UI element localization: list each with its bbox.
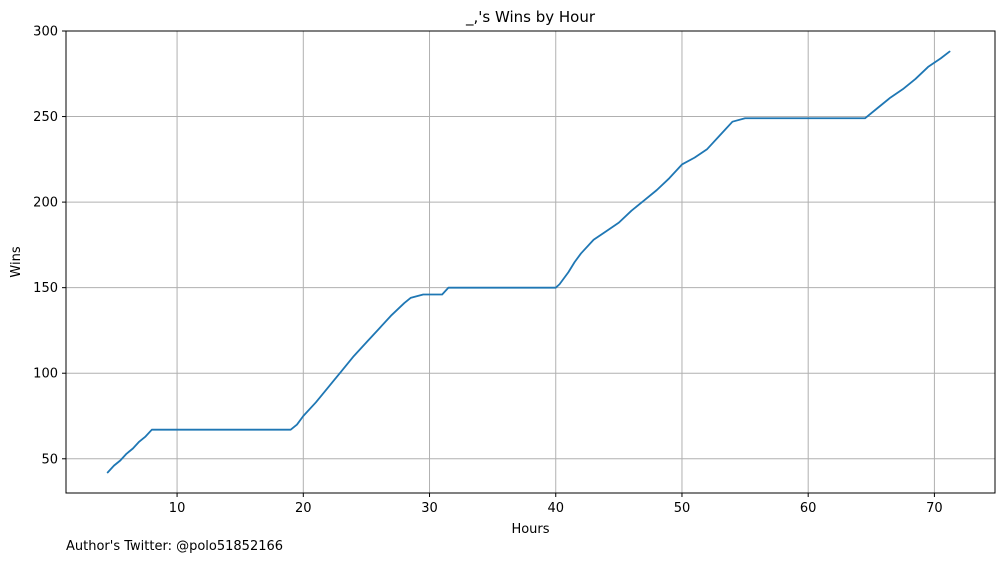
x-tick-label: 70 — [926, 501, 943, 516]
plot-frame — [65, 30, 996, 494]
y-tick-label: 150 — [33, 281, 58, 296]
y-tick-label: 200 — [33, 196, 58, 211]
x-tick-label: 40 — [547, 501, 564, 516]
y-tick-label: 100 — [33, 367, 58, 382]
x-tick-label: 30 — [421, 501, 438, 516]
x-tick-label: 20 — [295, 501, 312, 516]
series-layer — [106, 50, 951, 474]
y-tick-label: 300 — [33, 25, 58, 40]
y-tick-label: 250 — [33, 110, 58, 125]
x-tick-label: 10 — [169, 501, 186, 516]
author-twitter: Author's Twitter: @polo51852166 — [66, 539, 283, 554]
y-tick-label: 50 — [41, 452, 58, 467]
x-tick-label: 50 — [674, 501, 691, 516]
ticks-layer: 10 20 30 40 50 60 70 50 100 150 200 250 300 — [33, 25, 943, 517]
x-axis-label: Hours — [511, 522, 549, 537]
y-axis-label: Wins — [9, 246, 24, 277]
chart-title: _,'s Wins by Hour — [465, 8, 596, 27]
wins-series-line — [106, 50, 951, 474]
x-tick-label: 60 — [800, 501, 817, 516]
